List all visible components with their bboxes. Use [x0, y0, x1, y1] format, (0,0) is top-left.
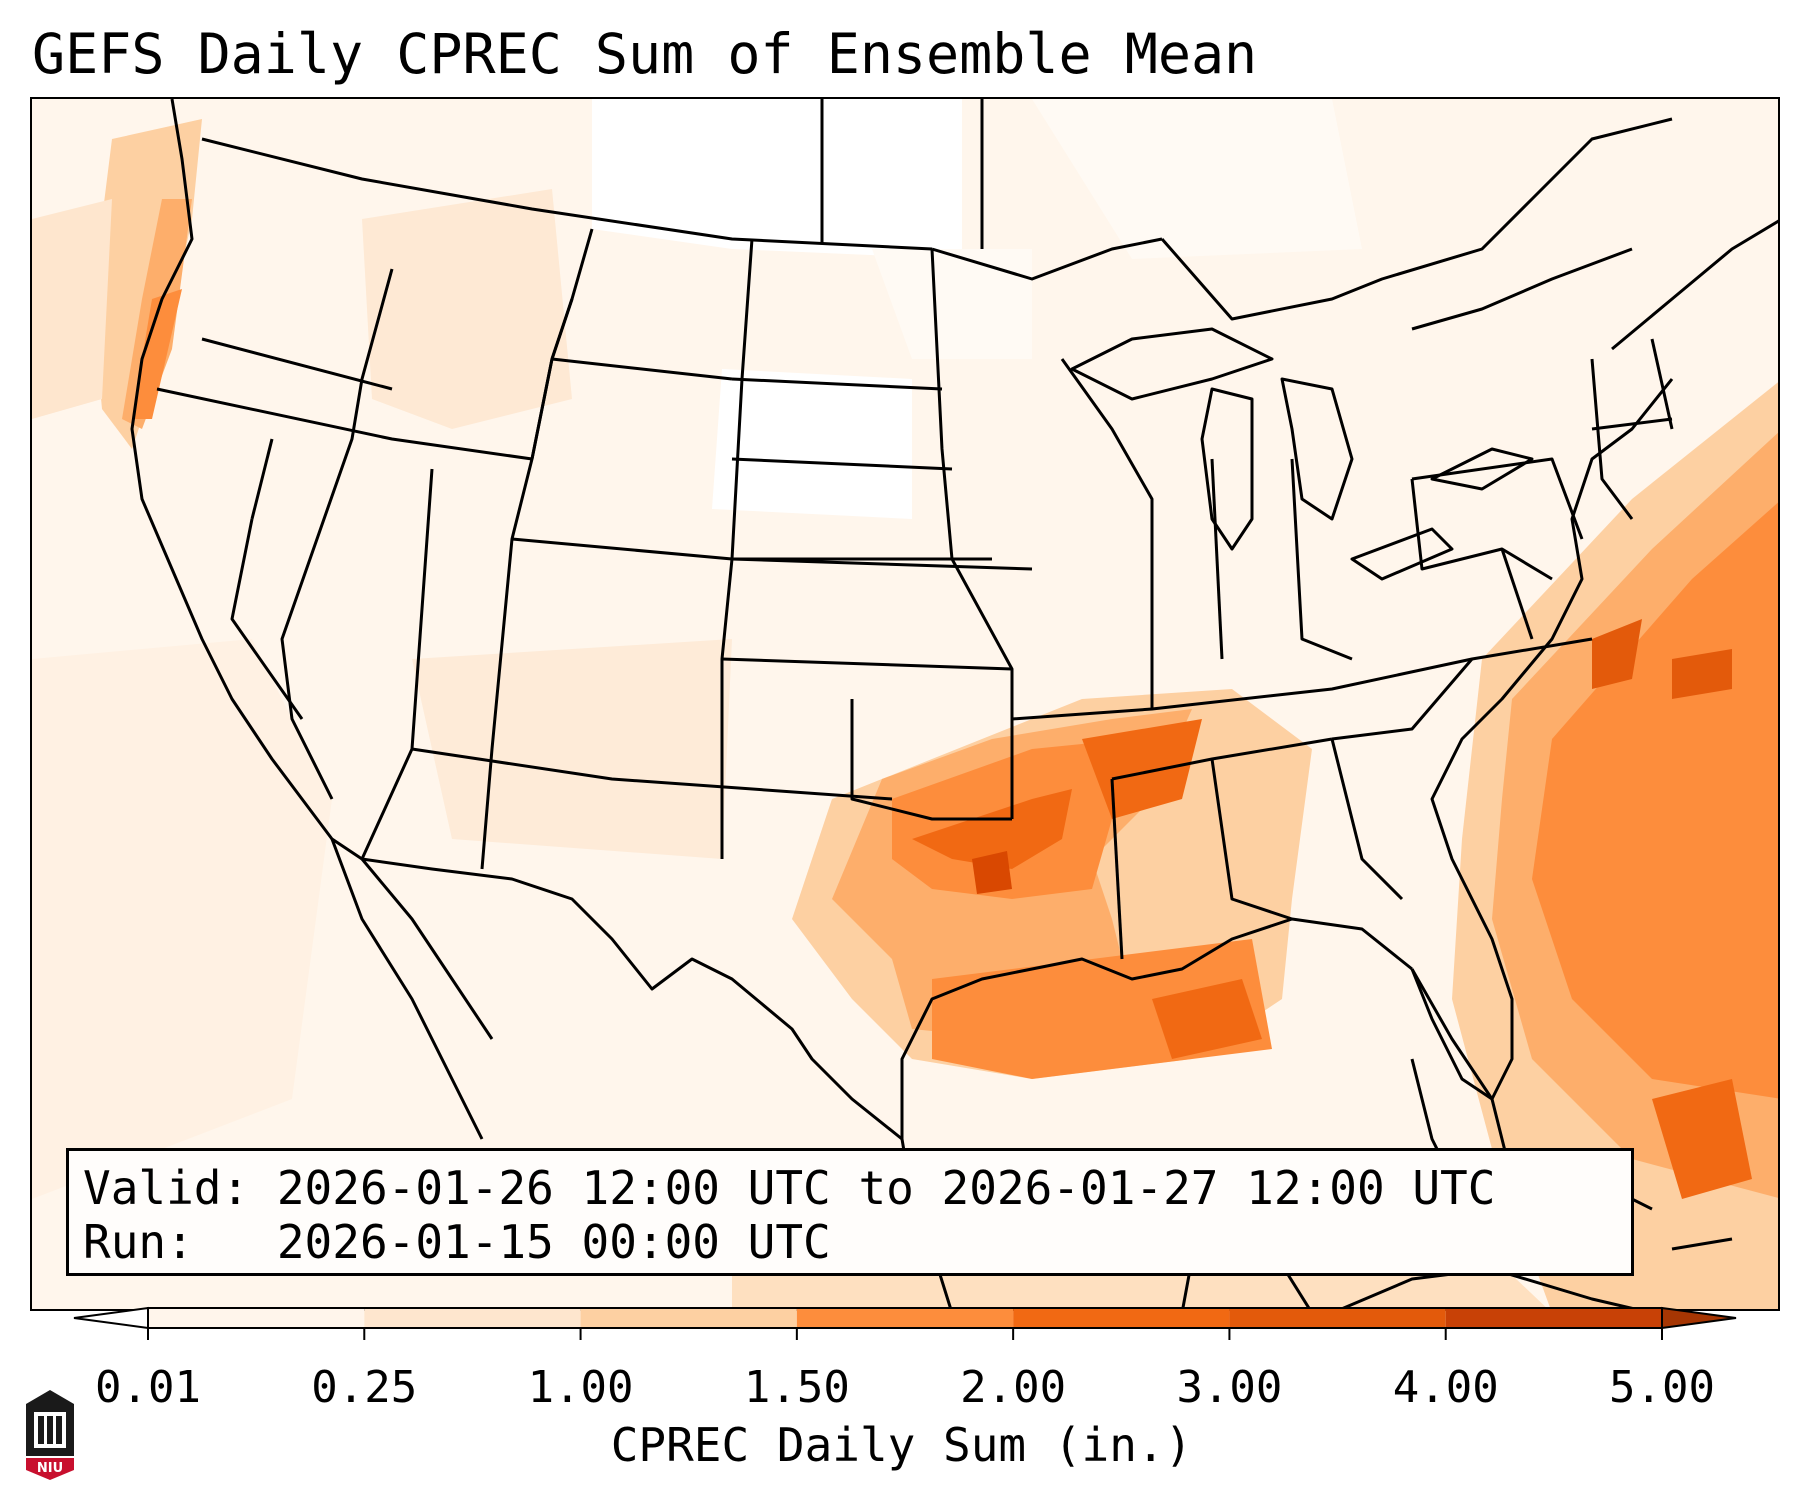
colorbar-tick-label: 0.01 — [95, 1362, 201, 1413]
colorbar-tick-label: 2.00 — [960, 1362, 1067, 1413]
colorbar-under-triangle — [73, 1306, 149, 1330]
colorbar-tick-label: 5.00 — [1609, 1362, 1715, 1413]
colorbar-tick-label: 1.00 — [527, 1362, 634, 1413]
svg-text:NIU: NIU — [37, 1461, 63, 1476]
colorbar-label: CPREC Daily Sum (in.) — [610, 1418, 1193, 1472]
colorbar-segment — [1445, 1308, 1662, 1328]
precip-shading — [32, 99, 1778, 1309]
colorbar-svg — [73, 1306, 1737, 1340]
boundaries — [130, 99, 1778, 1309]
colorbar-ticks — [147, 1328, 1663, 1340]
colorbar-outline — [147, 1307, 1663, 1329]
colorbar-tick-label: 0.25 — [311, 1362, 418, 1413]
run-line: Run: 2026-01-15 00:00 UTC — [83, 1215, 831, 1269]
colorbar-over-triangle — [1661, 1306, 1737, 1330]
map-title: GEFS Daily CPREC Sum of Ensemble Mean — [32, 22, 1258, 86]
colorbar-tick-label: 1.50 — [743, 1362, 850, 1413]
colorbar-segment — [796, 1308, 1014, 1328]
colorbar-segment — [1013, 1308, 1230, 1328]
valid-run-info-box: Valid: 2026-01-26 12:00 UTC to 2026-01-2… — [66, 1148, 1634, 1276]
valid-line: Valid: 2026-01-26 12:00 UTC to 2026-01-2… — [83, 1161, 1496, 1215]
niu-logo: NIU — [22, 1386, 78, 1480]
colorbar-segment — [1229, 1308, 1446, 1328]
precip-map — [30, 97, 1780, 1311]
colorbar-segment — [148, 1308, 365, 1328]
colorbar-tick-label: 4.00 — [1392, 1362, 1499, 1413]
colorbar-segment — [580, 1308, 797, 1328]
map-canvas — [32, 99, 1778, 1309]
colorbar-segments — [148, 1308, 1662, 1328]
colorbar-tick-label: 3.00 — [1176, 1362, 1283, 1413]
colorbar-segment — [364, 1308, 581, 1328]
colorbar — [0, 1300, 1803, 1500]
